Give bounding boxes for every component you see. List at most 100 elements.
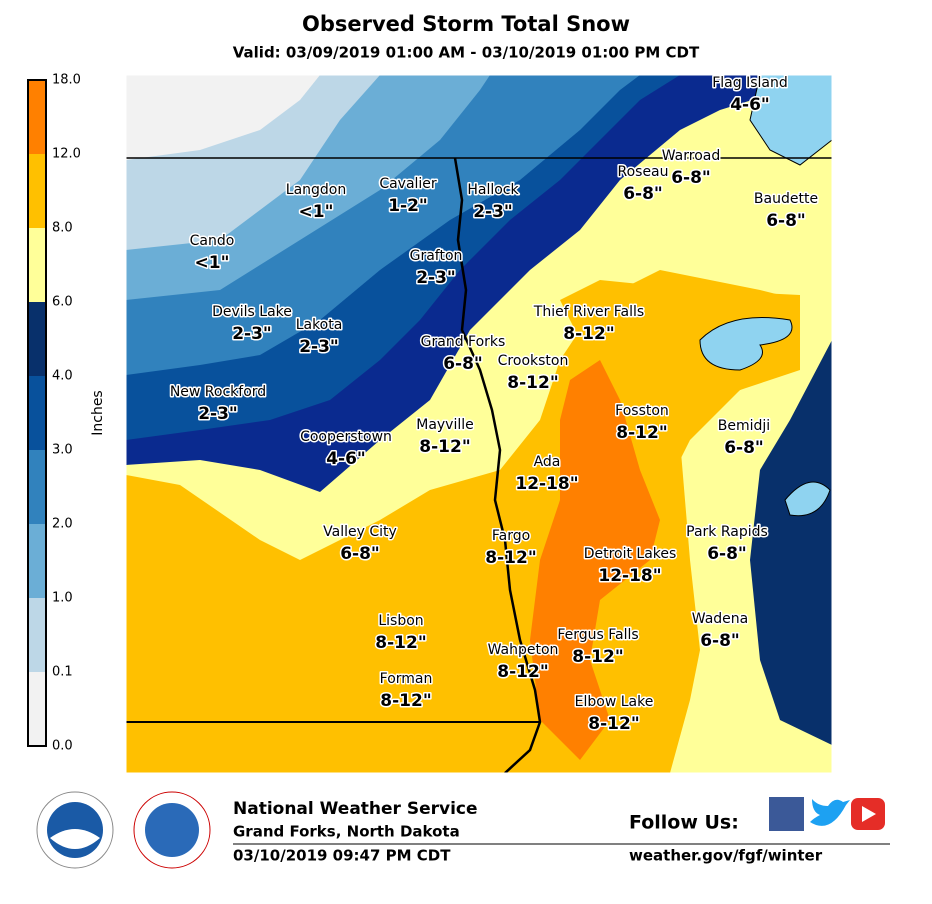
legend-label: 0.0 (52, 739, 73, 754)
legend-label: 8.0 (52, 221, 73, 236)
snow-amount: <1" (299, 202, 334, 222)
city-name: Lisbon (378, 613, 423, 629)
snow-amount: 2-3" (232, 324, 272, 344)
url[interactable]: weather.gov/fgf/winter (629, 847, 823, 865)
snow-amount: 2-3" (473, 202, 513, 222)
city-name: Thief River Falls (533, 304, 644, 320)
city-name: Flag Island (712, 75, 788, 91)
facebook-icon[interactable] (769, 797, 804, 831)
lake (749, 75, 832, 166)
snow-amount: 2-3" (299, 337, 339, 357)
city-name: Elbow Lake (575, 694, 654, 710)
snow-amount: 4-6" (326, 449, 366, 469)
office: National Weather Service (233, 799, 478, 819)
legend-swatch (28, 450, 46, 524)
band (126, 75, 320, 160)
city-name: Lakota (296, 317, 343, 333)
city-name: Devils Lake (212, 304, 292, 320)
follow: Follow Us: (629, 812, 739, 834)
snow-amount: 6-8" (443, 354, 483, 374)
city-name: Cavalier (379, 176, 437, 192)
legend-swatch (28, 524, 46, 598)
youtube-play (862, 806, 876, 822)
legend-swatch (28, 672, 46, 746)
snow-amount: 6-8" (707, 544, 747, 564)
legend-label: 1.0 (52, 591, 73, 606)
city-name: New Rockford (170, 384, 266, 400)
city-name: Cando (190, 233, 235, 249)
city-name: Fergus Falls (557, 627, 638, 643)
snow-amount: 12-18" (598, 566, 661, 586)
legend-label: 12.0 (52, 147, 81, 162)
city-name: Wahpeton (488, 642, 559, 658)
city-name: Park Rapids (686, 524, 768, 540)
snow-amount: 6-8" (671, 168, 711, 188)
city-name: Warroad (662, 148, 721, 164)
subtitle: Valid: 03/09/2019 01:00 AM - 03/10/2019 … (233, 44, 700, 62)
snow-amount: 12-18" (515, 474, 578, 494)
snow-amount: 8-12" (497, 662, 548, 682)
city-name: Fargo (492, 528, 530, 544)
snow-amount: 6-8" (724, 438, 764, 458)
snow-amount: 6-8" (766, 211, 806, 231)
location: Grand Forks, North Dakota (233, 823, 460, 841)
legend-label: 2.0 (52, 517, 73, 532)
city-name: Cooperstown (300, 429, 392, 445)
snow-amount: 8-12" (572, 647, 623, 667)
snow-amount: 8-12" (588, 714, 639, 734)
city-name: Crookston (498, 353, 569, 369)
city-name: Bemidji (718, 418, 770, 434)
city-name: Langdon (286, 182, 346, 198)
snow-amount: 8-12" (485, 548, 536, 568)
city-name: Detroit Lakes (584, 546, 677, 562)
noaa-logo (36, 791, 114, 869)
city-name: Roseau (617, 164, 668, 180)
legend-label: 18.0 (52, 73, 81, 88)
twitter-icon[interactable] (810, 799, 850, 826)
legend-swatch (28, 228, 46, 302)
city-name: Fosston (615, 403, 669, 419)
snow-amount: 8-12" (507, 373, 558, 393)
state-border (453, 157, 542, 773)
city-name: Baudette (754, 191, 818, 207)
city-name: Wadena (692, 611, 748, 627)
snow-amount: 1-2" (388, 196, 428, 216)
legend-label: 3.0 (52, 443, 73, 458)
legend-title: Inches (90, 390, 106, 435)
legend-swatch (28, 598, 46, 672)
snow-amount: 2-3" (416, 268, 456, 288)
legend-swatch (28, 154, 46, 228)
legend-swatch (28, 80, 46, 154)
snow-amount: 8-12" (380, 691, 431, 711)
city-name: Grand Forks (421, 334, 506, 350)
snow-amount: 8-12" (419, 437, 470, 457)
issued: 03/10/2019 09:47 PM CDT (233, 847, 451, 865)
lake (699, 317, 793, 371)
map-frame (125, 74, 833, 774)
snow-amount: 6-8" (340, 544, 380, 564)
lake (784, 481, 831, 517)
city-name: Grafton (410, 248, 463, 264)
snow-amount: 6-8" (700, 631, 740, 651)
band (750, 340, 832, 745)
legend-frame (27, 79, 47, 747)
legend-label: 0.1 (52, 665, 73, 680)
snow-amount: 8-12" (563, 324, 614, 344)
band (530, 360, 660, 760)
legend-swatch (28, 376, 46, 450)
snow-amount: 8-12" (375, 633, 426, 653)
nws-logo (133, 791, 211, 869)
map (126, 75, 832, 773)
legend-swatch (28, 302, 46, 376)
legend-label: 4.0 (52, 369, 73, 384)
legend-label: 6.0 (52, 295, 73, 310)
city-name: Valley City (323, 524, 397, 540)
snow-amount: <1" (195, 253, 230, 273)
city-name: Mayville (416, 417, 474, 433)
snow-amount: 4-6" (730, 95, 770, 115)
city-name: Ada (534, 454, 561, 470)
legend: 0.0 0.1 1.0 2.0 3.0 4.0 6.0 8.0 12.0 18.0 (27, 73, 81, 754)
title: Observed Storm Total Snow (302, 12, 630, 36)
